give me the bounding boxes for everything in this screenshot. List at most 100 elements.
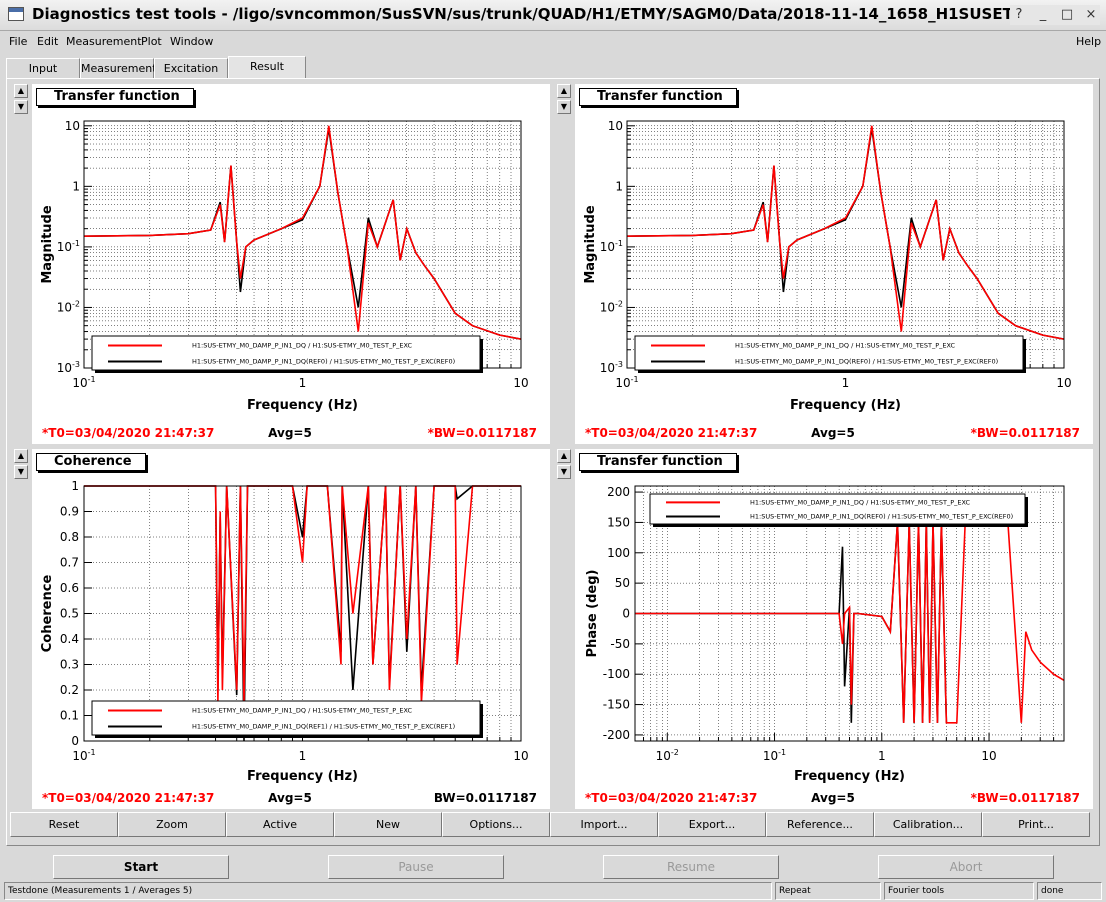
zoom-button[interactable]: Zoom <box>118 812 226 837</box>
menu-plot[interactable]: Plot <box>141 35 162 48</box>
bw-label: *BW=0.0117187 <box>971 426 1080 440</box>
pad-up-arrow-icon[interactable]: ▲ <box>557 84 571 98</box>
menu-bar: File Edit Measurement Plot Window Help <box>0 31 1106 52</box>
pad-up-arrow-icon[interactable]: ▲ <box>557 449 571 463</box>
x-tick-label: 10-1 <box>763 748 786 763</box>
avg-label: Avg=5 <box>811 426 855 440</box>
y-tick-label: 0 <box>71 734 79 748</box>
pad-down-arrow-icon[interactable]: ▼ <box>557 465 571 479</box>
new-button[interactable]: New <box>334 812 442 837</box>
y-tick-label: 50 <box>615 576 630 590</box>
pad-up-arrow-icon[interactable]: ▲ <box>14 449 28 463</box>
start-button[interactable]: Start <box>53 855 229 879</box>
y-tick-label: 0.4 <box>60 632 79 646</box>
menu-file[interactable]: File <box>9 35 28 48</box>
y-tick-label: 0 <box>622 607 630 621</box>
import-button[interactable]: Import... <box>550 812 658 837</box>
y-axis-label: Phase (deg) <box>585 570 600 658</box>
legend-box <box>91 700 481 736</box>
active-button[interactable]: Active <box>226 812 334 837</box>
avg-label: Avg=5 <box>811 791 855 805</box>
x-axis-label: Frequency (Hz) <box>247 398 358 413</box>
x-tick-label: 10 <box>1056 376 1071 390</box>
x-tick-label: 10 <box>981 749 996 763</box>
window-icon <box>8 7 24 21</box>
plot-panel-top-right[interactable]: Transfer function 10-3 10-2 10-1 1 10 10-1 1 10… <box>575 84 1093 444</box>
calibration-button[interactable]: Calibration... <box>874 812 982 837</box>
bw-label: BW=0.0117187 <box>434 791 537 805</box>
y-tick-label: 10-1 <box>600 239 623 254</box>
t0-label: *T0=03/04/2020 21:47:37 <box>42 426 214 440</box>
x-tick-label: 1 <box>299 376 307 390</box>
resume-button[interactable]: Resume <box>603 855 779 879</box>
print-button[interactable]: Print... <box>982 812 1090 837</box>
result-area <box>6 78 1100 846</box>
abort-button[interactable]: Abort <box>878 855 1054 879</box>
pad-down-arrow-icon[interactable]: ▼ <box>557 100 571 114</box>
x-tick-label: 1 <box>842 376 850 390</box>
pad-down-arrow-icon[interactable]: ▼ <box>14 100 28 114</box>
t0-label: *T0=03/04/2020 21:47:37 <box>585 426 757 440</box>
tab-result[interactable]: Result <box>228 56 306 78</box>
t0-label: *T0=03/04/2020 21:47:37 <box>42 791 214 805</box>
x-tick-label: 10-2 <box>656 748 679 763</box>
menu-measurement[interactable]: Measurement <box>66 35 142 48</box>
legend-entry: H1:SUS-ETMY_M0_DAMP_P_IN1_DQ(REF0) / H1:… <box>192 358 455 366</box>
tab-bar: Input Measurement Excitation Result <box>6 56 1100 78</box>
y-tick-label: 0.7 <box>60 556 79 570</box>
y-tick-label: 0.1 <box>60 709 79 723</box>
x-tick-label: 1 <box>299 749 307 763</box>
y-tick-label: 10-3 <box>57 360 80 375</box>
plot-canvas: 10-3 10-2 10-1 1 10 10-1 1 10 Frequency (Hz) Magn… <box>40 119 537 440</box>
close-icon[interactable]: × <box>1085 7 1097 22</box>
menu-help[interactable]: Help <box>1076 35 1102 48</box>
tab-input[interactable]: Input <box>6 58 80 78</box>
y-tick-label: 100 <box>607 546 630 560</box>
plot-panel-top-left[interactable]: Transfer function 10-3 10-2 10-1 1 10 10-1 1 10… <box>32 84 550 444</box>
legend-entry: H1:SUS-ETMY_M0_DAMP_P_IN1_DQ / H1:SUS-ET… <box>735 342 956 350</box>
legend-entry: H1:SUS-ETMY_M0_DAMP_P_IN1_DQ / H1:SUS-ET… <box>750 498 971 506</box>
maximize-icon[interactable]: □ <box>1060 7 1074 22</box>
help-icon[interactable]: ? <box>1015 7 1023 22</box>
plot-title: Transfer function <box>36 88 194 106</box>
legend-entry: H1:SUS-ETMY_M0_DAMP_P_IN1_DQ / H1:SUS-ET… <box>192 342 413 350</box>
x-axis-label: Frequency (Hz) <box>794 769 905 784</box>
y-tick-label: 10-1 <box>57 239 80 254</box>
status-fourier-tools: Fourier tools <box>884 882 1034 900</box>
plot-canvas: 0 0.1 0.2 0.3 0.4 0.5 0.6 0.7 0.8 0.9 1 10-1 1 10 Freq… <box>40 479 537 805</box>
legend-box <box>649 493 1026 525</box>
pad-down-arrow-icon[interactable]: ▼ <box>14 465 28 479</box>
y-tick-label: 10-2 <box>57 299 80 314</box>
plot-button-bar: Reset Zoom Active New Options... Import.… <box>10 812 1092 837</box>
window-controls: ? _ □ × <box>1010 5 1100 25</box>
grid <box>626 121 1065 369</box>
avg-label: Avg=5 <box>268 791 312 805</box>
y-axis-label: Magnitude <box>583 205 598 284</box>
y-tick-label: 10 <box>65 119 80 133</box>
pause-button[interactable]: Pause <box>328 855 504 879</box>
reference-button[interactable]: Reference... <box>766 812 874 837</box>
reset-button[interactable]: Reset <box>10 812 118 837</box>
tab-excitation[interactable]: Excitation <box>154 58 228 78</box>
y-tick-label: 1 <box>615 179 623 193</box>
export-button[interactable]: Export... <box>658 812 766 837</box>
plot-panel-bottom-right[interactable]: Transfer function -200 -150 -100 -50 0 50 100 1… <box>575 449 1093 809</box>
y-axis-label: Coherence <box>40 575 55 653</box>
title-bar: Diagnostics test tools - /ligo/svncommon… <box>0 0 1106 31</box>
menu-window[interactable]: Window <box>170 35 214 48</box>
minimize-icon[interactable]: _ <box>1039 7 1047 22</box>
plot-title: Coherence <box>36 453 146 471</box>
pad-up-arrow-icon[interactable]: ▲ <box>14 84 28 98</box>
x-tick-label: 10 <box>513 749 528 763</box>
y-tick-label: 200 <box>607 485 630 499</box>
options-button[interactable]: Options... <box>442 812 550 837</box>
menu-edit[interactable]: Edit <box>37 35 59 48</box>
tab-measurement[interactable]: Measurement <box>80 58 157 78</box>
plot-panel-bottom-left[interactable]: Coherence 0 0.1 0.2 0.3 0.4 0.5 0.6 0.7 0.8 0.9 1 1… <box>32 449 550 809</box>
status-message: Testdone (Measurements 1 / Averages 5) <box>4 882 772 900</box>
plot-frame <box>634 485 1065 742</box>
series-line-1 <box>635 522 948 723</box>
grid <box>634 486 1065 741</box>
y-tick-label: 0.9 <box>60 505 79 519</box>
legend-entry: H1:SUS-ETMY_M0_DAMP_P_IN1_DQ(REF0) / H1:… <box>750 513 1013 521</box>
